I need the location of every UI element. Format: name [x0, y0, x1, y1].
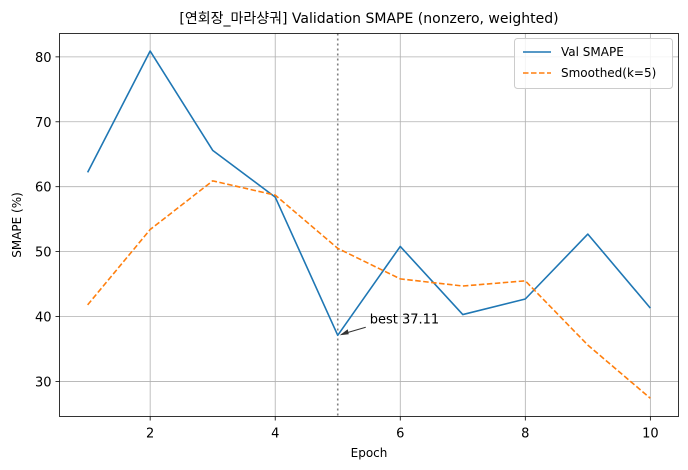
y-tick-label: 70 [35, 116, 52, 131]
plot-frame [59, 33, 679, 417]
legend: Val SMAPE Smoothed(k=5) [514, 38, 673, 89]
y-tick-label: 40 [35, 311, 52, 326]
x-tick-label: 6 [396, 427, 404, 442]
y-tick-label: 30 [35, 375, 52, 390]
x-tick-label: 2 [146, 427, 154, 442]
annotation-layer: best 37.11 [339, 312, 439, 336]
y-axis-label: SMAPE (%) [10, 192, 24, 258]
legend-label-smoothed: Smoothed(k=5) [561, 66, 656, 80]
y-tick-label: 60 [35, 181, 52, 196]
chart-title: [연회장_마라샹궈] Validation SMAPE (nonzero, we… [179, 11, 558, 27]
y-tick-label: 80 [35, 51, 52, 66]
x-tick-label: 8 [521, 427, 529, 442]
x-tick-label: 4 [271, 427, 279, 442]
x-axis-label: Epoch [351, 446, 388, 460]
series-layer [86, 50, 651, 399]
series-line-1 [87, 180, 651, 399]
y-axis-ticks: 30 40 50 60 70 80 [35, 51, 60, 390]
y-tick-label: 50 [35, 246, 52, 261]
x-tick-label: 10 [642, 427, 659, 442]
series-line-0 [86, 50, 651, 337]
legend-box [514, 38, 673, 89]
best-annotation-label: best 37.11 [370, 312, 439, 327]
x-axis-ticks: 2 4 6 8 10 [146, 416, 659, 442]
best-arrow-head [339, 329, 349, 336]
legend-label-val-smape: Val SMAPE [561, 45, 624, 59]
